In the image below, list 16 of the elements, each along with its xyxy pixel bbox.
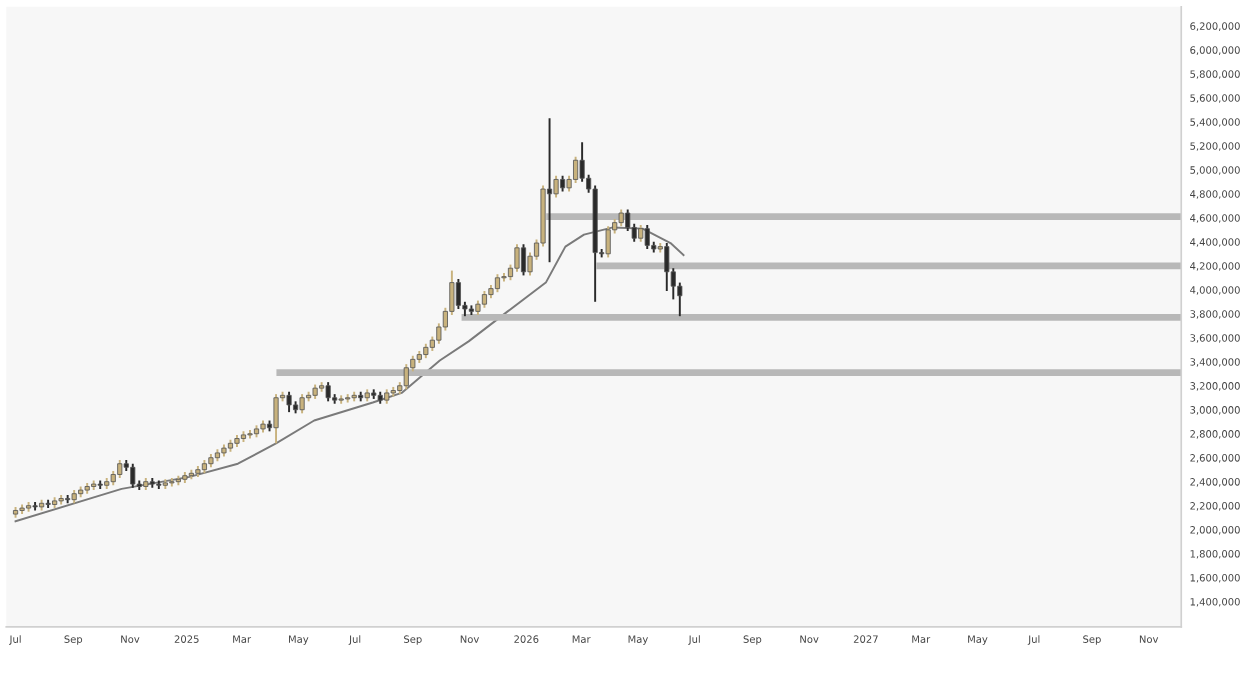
candlestick — [547, 117, 553, 264]
candlestick — [455, 278, 461, 310]
candlestick — [286, 390, 292, 414]
candlestick — [299, 393, 305, 415]
candlestick — [403, 363, 409, 391]
candlestick — [605, 225, 611, 259]
candlestick — [325, 381, 331, 403]
candlestick — [553, 174, 559, 199]
candlestick — [573, 155, 579, 185]
candlestick — [644, 224, 650, 250]
candlestick — [520, 243, 527, 277]
candlestick — [130, 462, 136, 489]
candlestick — [514, 243, 520, 273]
candlestick — [664, 242, 670, 292]
candlestick — [273, 393, 279, 445]
line-series — [14, 226, 685, 523]
